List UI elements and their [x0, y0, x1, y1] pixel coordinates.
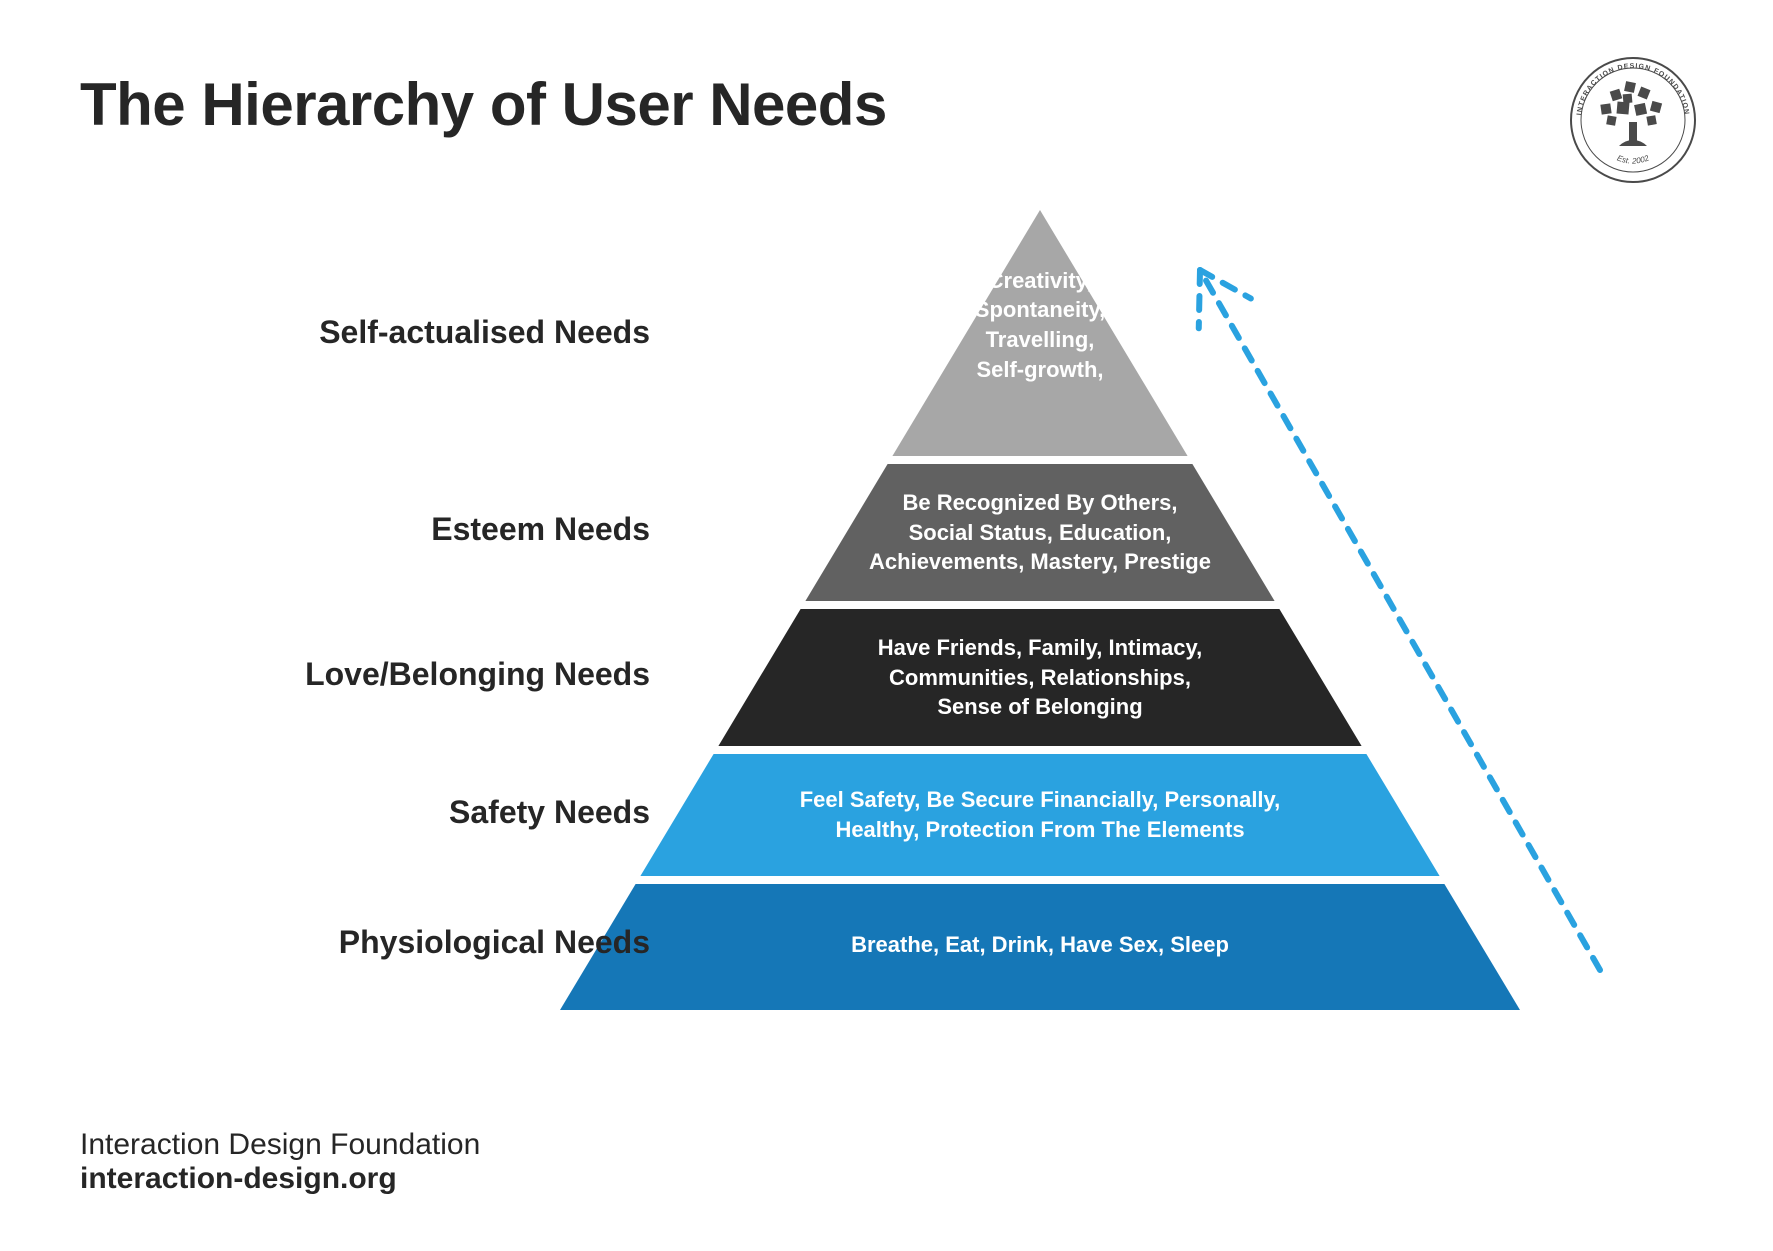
idf-logo: INTERACTION DESIGN FOUNDATION Est. 2002 — [1563, 50, 1703, 190]
pyramid-layer-label-1: Esteem Needs — [431, 510, 650, 548]
pyramid-layer-label-2: Love/Belonging Needs — [305, 655, 650, 693]
pyramid-layer-label-0: Self-actualised Needs — [319, 313, 650, 351]
page: The Hierarchy of User Needs — [0, 0, 1773, 1251]
pyramid-layer-desc-0: Creativity, Spontaneity, Travelling, Sel… — [690, 266, 1390, 385]
footer-org: Interaction Design Foundation — [80, 1128, 480, 1162]
pyramid-labels-column: Self-actualised Needs Esteem Needs Love/Be… — [0, 210, 680, 1040]
footer: Interaction Design Foundation interactio… — [80, 1128, 480, 1196]
pyramid-layer-label-3: Safety Needs — [449, 793, 650, 831]
pyramid-layer-desc-2: Have Friends, Family, Intimacy, Communit… — [690, 633, 1390, 722]
pyramid-layer-desc-4: Breathe, Eat, Drink, Have Sex, Sleep — [690, 930, 1390, 960]
logo-text-bottom: Est. 2002 — [1616, 153, 1651, 165]
pyramid-layer-label-4: Physiological Needs — [339, 923, 650, 961]
svg-text:Est. 2002: Est. 2002 — [1616, 153, 1651, 165]
footer-url: interaction-design.org — [80, 1162, 480, 1196]
pyramid-layer-desc-3: Feel Safety, Be Secure Financially, Pers… — [690, 785, 1390, 844]
page-title: The Hierarchy of User Needs — [80, 70, 887, 139]
idf-logo-svg: INTERACTION DESIGN FOUNDATION Est. 2002 — [1563, 50, 1703, 190]
pyramid: Self-actualised Needs Esteem Needs Love/Be… — [0, 210, 1773, 1040]
pyramid-layer-desc-1: Be Recognized By Others, Social Status, … — [690, 488, 1390, 577]
